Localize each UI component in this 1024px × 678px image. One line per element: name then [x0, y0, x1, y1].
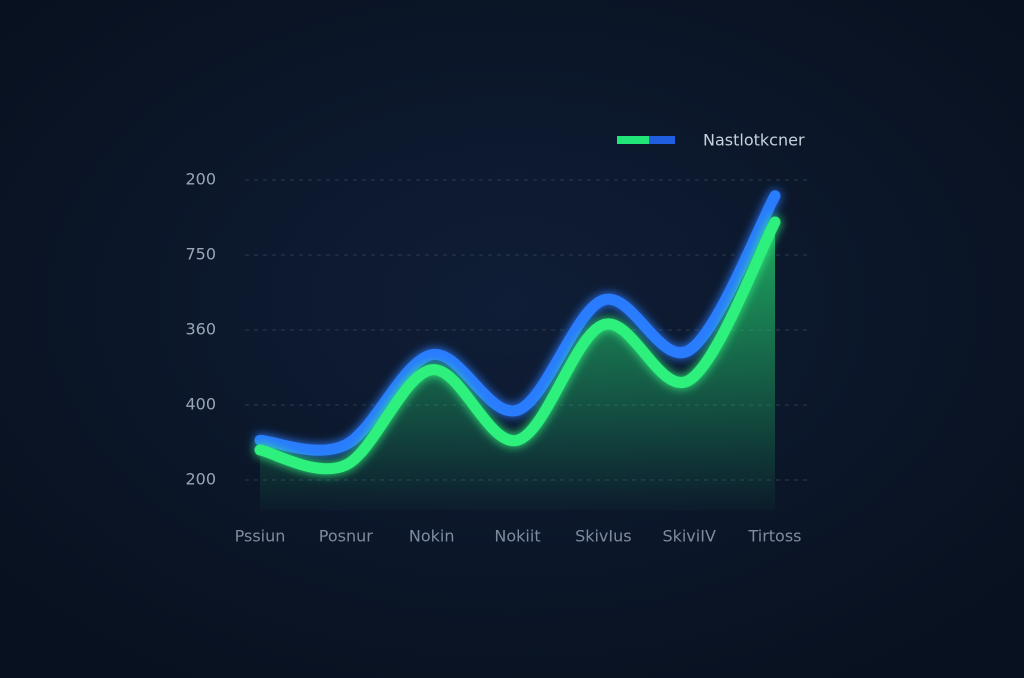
legend-swatch	[649, 136, 675, 144]
x-tick-label: SkivIus	[575, 527, 632, 546]
x-tick-label: Pssiun	[235, 527, 286, 546]
y-tick-label: 360	[185, 320, 216, 339]
legend-label: Nastlotkcner	[703, 131, 805, 150]
area	[260, 222, 775, 510]
y-tick-label: 200	[185, 470, 216, 489]
legend-swatch	[617, 136, 651, 144]
y-tick-label: 200	[185, 170, 216, 189]
x-tick-label: Nokin	[409, 527, 455, 546]
line	[254, 190, 781, 456]
x-tick-label: Tirtoss	[747, 527, 801, 546]
line	[254, 216, 781, 475]
y-tick-label: 400	[185, 395, 216, 414]
x-tick-label: SkiviIV	[662, 527, 716, 546]
y-tick-label: 750	[185, 245, 216, 264]
x-tick-label: Posnur	[319, 527, 373, 546]
x-tick-label: Nokiit	[494, 527, 540, 546]
